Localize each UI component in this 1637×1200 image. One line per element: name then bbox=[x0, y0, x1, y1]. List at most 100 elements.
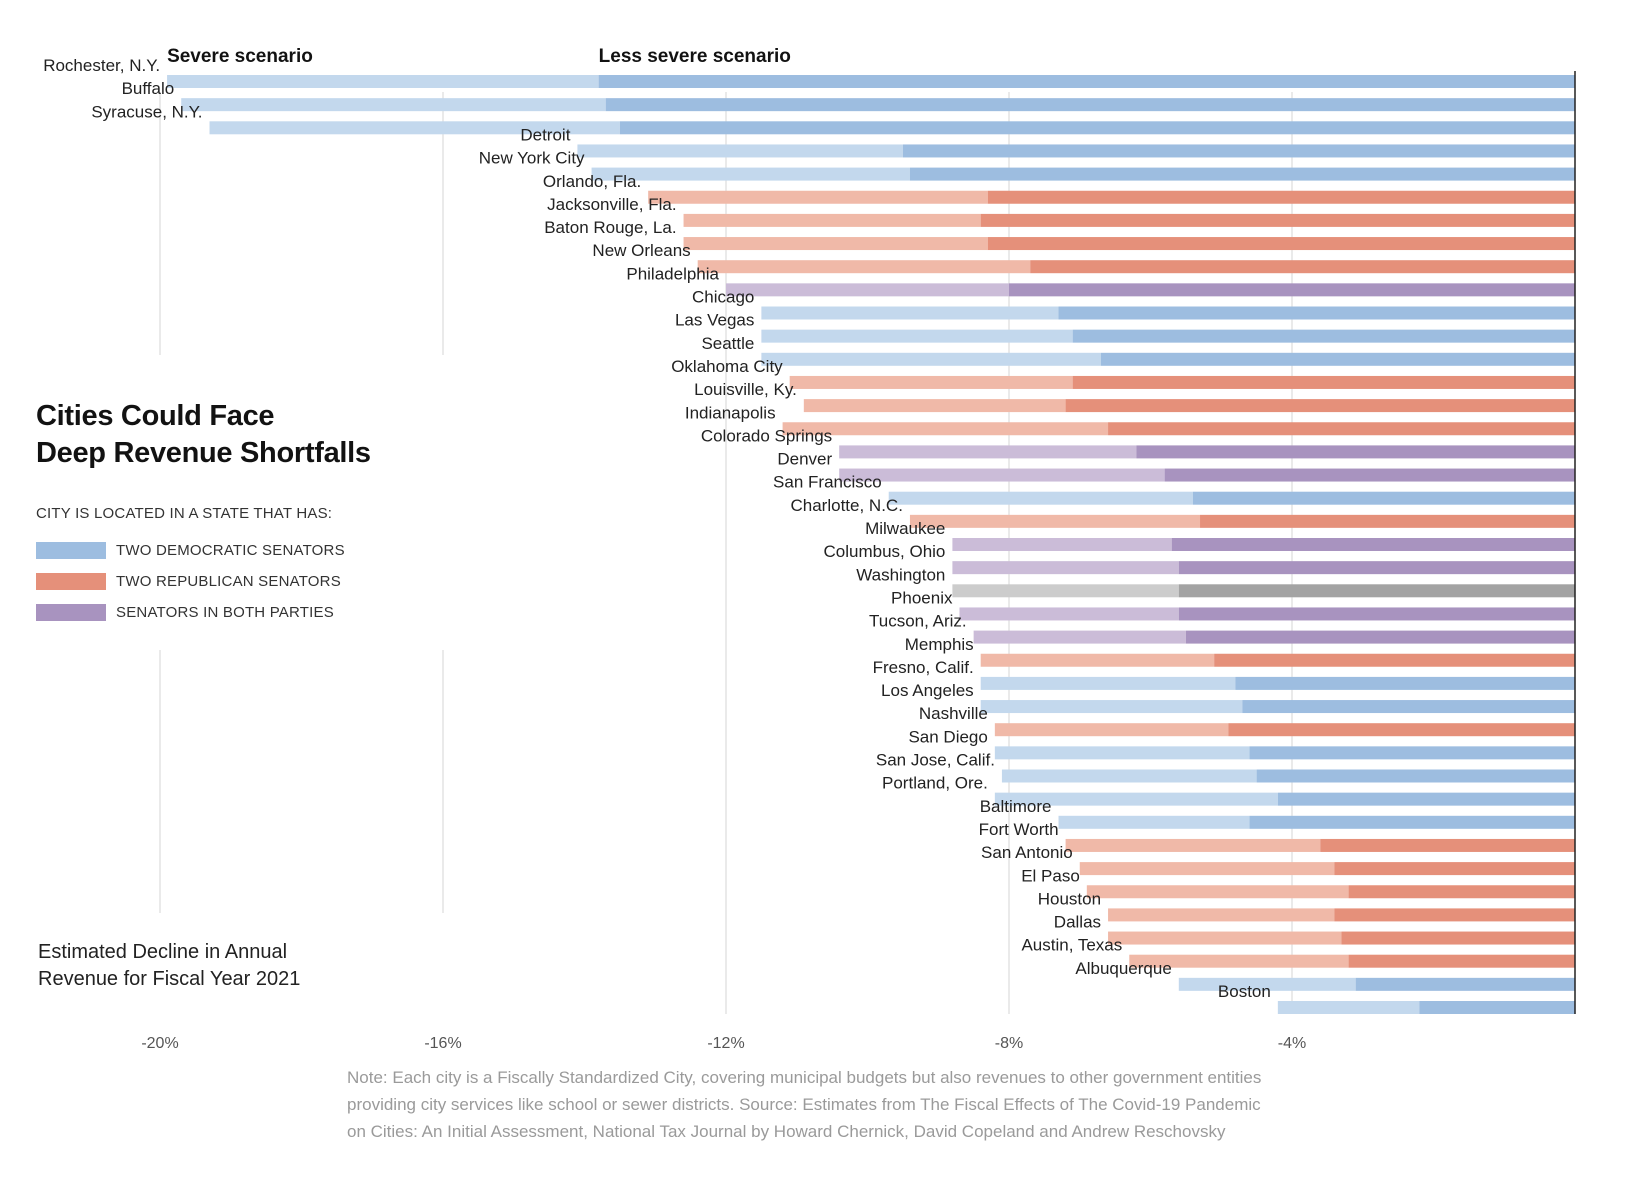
bar-less-severe bbox=[1108, 422, 1575, 436]
bar-severe bbox=[959, 607, 1179, 621]
bar-severe bbox=[909, 514, 1201, 528]
city-label: Jacksonville, Fla. bbox=[547, 195, 676, 214]
bar-severe bbox=[1001, 769, 1257, 783]
city-label: San Diego bbox=[908, 727, 987, 746]
bar-less-severe bbox=[1009, 283, 1575, 297]
bar-severe bbox=[697, 260, 1031, 274]
legend: CITY IS LOCATED IN A STATE THAT HAS: TWO… bbox=[36, 505, 456, 628]
bar-less-severe bbox=[1256, 769, 1575, 783]
bar-severe bbox=[973, 630, 1186, 644]
city-label: Austin, Texas bbox=[1021, 936, 1122, 955]
city-label: New York City bbox=[479, 149, 585, 168]
bar-severe bbox=[994, 746, 1250, 760]
city-label: Portland, Ore. bbox=[882, 774, 988, 793]
bar-less-severe bbox=[1334, 908, 1575, 922]
bar-less-severe bbox=[1320, 838, 1575, 852]
source-note: Note: Each city is a Fiscally Standardiz… bbox=[347, 1068, 1262, 1141]
bar-less-severe bbox=[619, 121, 1575, 135]
legend-swatch-dem bbox=[36, 542, 106, 559]
city-label: Philadelphia bbox=[626, 264, 719, 283]
legend-label-dem: TWO DEMOCRATIC SENATORS bbox=[116, 542, 345, 559]
city-label: Boston bbox=[1218, 982, 1271, 1001]
city-label: Buffalo bbox=[122, 79, 175, 98]
city-label: Charlotte, N.C. bbox=[791, 496, 903, 515]
bar-severe bbox=[1058, 815, 1250, 829]
bar-severe bbox=[726, 283, 1009, 297]
bar-severe bbox=[980, 653, 1215, 667]
legend-heading: CITY IS LOCATED IN A STATE THAT HAS: bbox=[36, 505, 333, 522]
bar-less-severe bbox=[1192, 491, 1575, 505]
bar-less-severe bbox=[1348, 954, 1575, 968]
city-label: Albuquerque bbox=[1075, 959, 1171, 978]
city-label: Los Angeles bbox=[881, 681, 974, 700]
bar-severe bbox=[839, 468, 1165, 482]
city-label: Rochester, N.Y. bbox=[43, 56, 160, 75]
legend-label-mixed: SENATORS IN BOTH PARTIES bbox=[116, 604, 334, 621]
bar-less-severe bbox=[1100, 352, 1575, 366]
bars bbox=[167, 71, 1576, 1014]
city-label: Washington bbox=[856, 565, 945, 584]
city-label: Oklahoma City bbox=[671, 357, 783, 376]
city-label: Dallas bbox=[1054, 913, 1101, 932]
bar-less-severe bbox=[980, 213, 1575, 227]
bar-severe bbox=[209, 121, 620, 135]
city-label: Milwaukee bbox=[865, 519, 945, 538]
bar-less-severe bbox=[1058, 306, 1575, 320]
x-axis-ticks: -20% -16% -12% -8% -4% bbox=[141, 1035, 1306, 1052]
bar-less-severe bbox=[1200, 514, 1575, 528]
bar-less-severe bbox=[987, 190, 1575, 204]
bar-severe bbox=[994, 723, 1229, 737]
bar-less-severe bbox=[1249, 746, 1575, 760]
city-label: Denver bbox=[777, 450, 832, 469]
bar-less-severe bbox=[1185, 630, 1575, 644]
chart-subtitle-line2: Revenue for Fiscal Year 2021 bbox=[38, 968, 301, 990]
bar-severe bbox=[1108, 908, 1335, 922]
city-label: Syracuse, N.Y. bbox=[91, 102, 202, 121]
city-label: Las Vegas bbox=[675, 311, 754, 330]
city-label: Tucson, Ariz. bbox=[869, 612, 967, 631]
bar-severe bbox=[577, 144, 903, 158]
chart-title-line1: Cities Could Face bbox=[36, 400, 275, 432]
bar-severe bbox=[980, 700, 1243, 714]
bar-less-severe bbox=[1065, 399, 1575, 413]
scenario-labels: Severe scenario Less severe scenario bbox=[167, 46, 791, 67]
city-label: San Jose, Calif. bbox=[876, 751, 995, 770]
bar-severe bbox=[683, 213, 981, 227]
bar-less-severe bbox=[1164, 468, 1575, 482]
city-label: Fresno, Calif. bbox=[873, 658, 974, 677]
bar-severe bbox=[1178, 977, 1356, 991]
bar-less-severe bbox=[605, 98, 1575, 112]
bar-severe bbox=[167, 75, 599, 88]
city-label: Baltimore bbox=[980, 797, 1052, 816]
bar-severe bbox=[1129, 954, 1349, 968]
city-label: Detroit bbox=[520, 125, 570, 144]
bar-less-severe bbox=[1355, 977, 1575, 991]
bar-severe bbox=[888, 491, 1193, 505]
bar-severe bbox=[1079, 862, 1335, 876]
legend-item-rep: TWO REPUBLICAN SENATORS bbox=[36, 566, 456, 597]
city-label: Columbus, Ohio bbox=[824, 542, 946, 561]
bar-less-severe bbox=[1030, 260, 1575, 274]
city-label: Memphis bbox=[905, 635, 974, 654]
city-label: New Orleans bbox=[592, 241, 690, 260]
bar-less-severe bbox=[1072, 375, 1575, 389]
bar-less-severe bbox=[902, 144, 1575, 158]
bar-less-severe bbox=[1178, 584, 1575, 598]
bar-severe bbox=[648, 190, 988, 204]
bar-less-severe bbox=[1214, 653, 1575, 667]
bar-less-severe bbox=[1341, 931, 1575, 945]
bar-severe bbox=[782, 422, 1109, 436]
city-label: Louisville, Ky. bbox=[694, 380, 797, 399]
bar-severe bbox=[980, 676, 1236, 690]
bar-less-severe bbox=[1419, 1001, 1575, 1014]
scenario-label-severe: Severe scenario bbox=[167, 46, 313, 67]
bar-severe bbox=[952, 538, 1172, 551]
bar-less-severe bbox=[1242, 700, 1575, 714]
bar-severe bbox=[803, 399, 1066, 413]
bar-severe bbox=[1108, 931, 1342, 945]
x-tick-label: -20% bbox=[141, 1035, 178, 1052]
city-label: Phoenix bbox=[891, 588, 953, 607]
x-tick-label: -12% bbox=[707, 1035, 744, 1052]
bar-severe bbox=[1277, 1001, 1420, 1014]
legend-swatch-mixed bbox=[36, 604, 106, 621]
